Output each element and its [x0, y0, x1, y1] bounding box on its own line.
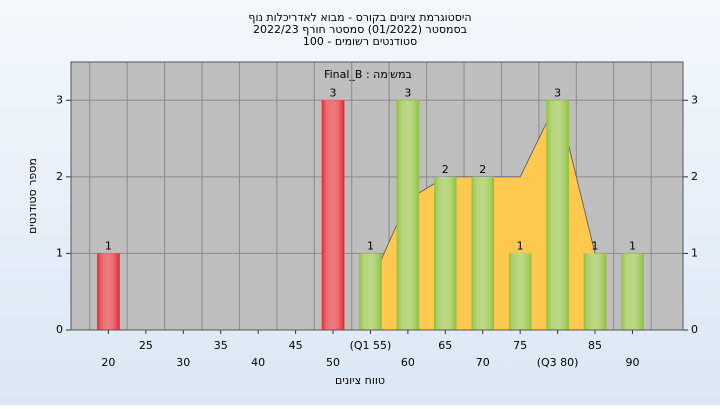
bar-shine	[321, 100, 345, 331]
x-tick-label: 45	[289, 339, 303, 352]
y2-tick-label: 1	[691, 246, 698, 259]
bar-shine	[471, 176, 494, 330]
x-tick-label: 25	[139, 339, 153, 352]
x-tick-label: 85	[588, 339, 602, 352]
bar-shine	[621, 253, 644, 330]
y-tick-label: 2	[56, 170, 63, 183]
x-tick-label: 35	[214, 339, 228, 352]
bar-shine	[434, 176, 457, 330]
y2-tick-label: 0	[691, 323, 698, 336]
data-label: 1	[105, 239, 112, 252]
x-tick-label: 90	[625, 356, 639, 369]
x-tick-label: (Q3 80)	[537, 356, 579, 369]
bar-shine	[359, 253, 382, 330]
chart-title: היסטוגרמת ציונים בקורס - מבוא לאדריכלות …	[248, 11, 471, 24]
x-tick-label: 30	[176, 356, 190, 369]
x-tick-label: 50	[326, 356, 340, 369]
chart-subtitle: סטודנטים רשומים - 100	[303, 35, 417, 48]
data-label: 2	[479, 163, 486, 176]
annotation: במשימה : Final_B	[324, 68, 412, 81]
y-tick-label: 1	[56, 246, 63, 259]
x-tick-label: 75	[513, 339, 527, 352]
x-axis-label: טווח ציונים	[335, 374, 385, 387]
x-tick-label: 70	[476, 356, 490, 369]
bar-shine	[97, 253, 120, 330]
data-label: 1	[517, 239, 524, 252]
data-label: 1	[592, 239, 599, 252]
bar-shine	[583, 253, 607, 330]
x-tick-label: 65	[438, 339, 452, 352]
y-tick-label: 3	[56, 93, 63, 106]
data-label: 1	[629, 239, 636, 252]
data-label: 3	[554, 86, 561, 99]
plot-border	[70, 61, 684, 331]
x-tick-label: 40	[251, 356, 265, 369]
bar-shine	[546, 100, 569, 331]
bar-shine	[508, 253, 532, 330]
chart-subtitle: בסמסטר (01/2022) סמסטר חורף 2022/23	[253, 23, 467, 36]
data-label: 2	[442, 163, 449, 176]
bar-shine	[396, 100, 420, 331]
x-tick-label: 20	[101, 356, 115, 369]
x-tick-label: (Q1 55)	[350, 339, 392, 352]
data-label: 3	[404, 86, 411, 99]
x-tick-label: 60	[401, 356, 415, 369]
data-label: 3	[330, 86, 337, 99]
y-axis-label: מספר סטודנטים	[26, 158, 39, 234]
data-label: 1	[367, 239, 374, 252]
y2-tick-label: 3	[691, 93, 698, 106]
y2-tick-label: 2	[691, 170, 698, 183]
y-tick-label: 0	[56, 323, 63, 336]
